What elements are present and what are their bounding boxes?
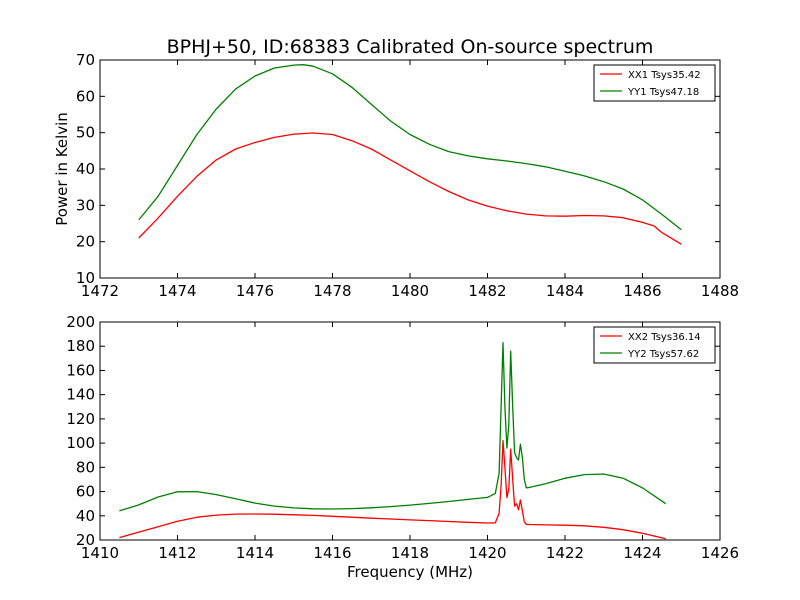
- top-legend-box: [593, 64, 716, 102]
- bottom-plot-ticks: 1410 1412 1414 1416 1418 1420 1422 1424 1426 20 40…: [66, 313, 739, 562]
- top-x-tick-label: 1480: [391, 282, 429, 300]
- figure-title: BPHJ+50, ID:68383 Calibrated On-source s…: [167, 36, 654, 58]
- top-x-tick-label: 1484: [546, 282, 584, 300]
- top-y-tick-label: 20: [76, 233, 95, 251]
- bottom-legend-label-yy2: YY2 Tsys57.62: [627, 349, 699, 360]
- bottom-y-tick-label: 20: [76, 531, 95, 549]
- top-x-tick-label: 1478: [313, 282, 351, 300]
- top-legend-label-yy1: YY1 Tsys47.18: [627, 87, 699, 98]
- top-x-tick-label: 1476: [236, 282, 274, 300]
- bottom-y-tick-label: 140: [66, 386, 95, 404]
- bottom-x-tick-label: 1410: [81, 544, 119, 562]
- top-plot-ticks: 1472 1474 1476 1478 1480 1482 1484 1486 1488 10 20…: [76, 51, 739, 300]
- bottom-x-tick-label: 1414: [236, 544, 274, 562]
- top-x-tick-label: 1482: [468, 282, 506, 300]
- bottom-plot-series: [119, 341, 667, 540]
- top-plot-series: [138, 64, 682, 245]
- top-legend-label-xx1: XX1 Tsys35.42: [628, 70, 701, 81]
- bottom-y-tick-label: 60: [76, 483, 95, 501]
- top-y-tick-label: 70: [76, 51, 95, 69]
- bottom-x-tick-label: 1416: [313, 544, 351, 562]
- top-series-line-1: [138, 132, 682, 245]
- bottom-x-tick-label: 1412: [158, 544, 196, 562]
- bottom-series-line-2: [119, 341, 667, 512]
- bottom-y-tick-label: 40: [76, 507, 95, 525]
- bottom-y-tick-label: 100: [66, 434, 95, 452]
- top-x-tick-label: 1488: [701, 282, 739, 300]
- bottom-y-tick-label: 120: [66, 410, 95, 428]
- bottom-plot: 1410 1412 1414 1416 1418 1420 1422 1424 1426 20 40…: [66, 313, 739, 562]
- top-x-tick-label: 1474: [158, 282, 196, 300]
- bottom-x-tick-label: 1418: [391, 544, 429, 562]
- top-x-tick-label: 1472: [81, 282, 119, 300]
- x-axis-label: Frequency (MHz): [347, 563, 473, 581]
- top-y-tick-label: 10: [76, 269, 95, 287]
- top-y-tick-label: 30: [76, 196, 95, 214]
- top-y-tick-label: 40: [76, 160, 95, 178]
- bottom-y-tick-label: 80: [76, 458, 95, 476]
- top-plot-legend: XX1 Tsys35.42 YY1 Tsys47.18: [593, 64, 716, 102]
- bottom-y-tick-label: 160: [66, 361, 95, 379]
- top-plot: 1472 1474 1476 1478 1480 1482 1484 1486 1488 10 20…: [76, 51, 739, 300]
- bottom-x-tick-label: 1424: [623, 544, 661, 562]
- bottom-y-tick-label: 200: [66, 313, 95, 331]
- bottom-plot-legend: XX2 Tsys36.14 YY2 Tsys57.62: [593, 326, 716, 364]
- bottom-x-tick-label: 1422: [546, 544, 584, 562]
- top-y-tick-label: 50: [76, 124, 95, 142]
- y-axis-label: Power in Kelvin: [53, 112, 71, 226]
- bottom-series-line-1: [119, 440, 666, 540]
- bottom-y-tick-label: 180: [66, 337, 95, 355]
- bottom-legend-box: [593, 326, 716, 364]
- top-y-tick-label: 60: [76, 87, 95, 105]
- top-series-line-2: [138, 64, 682, 231]
- bottom-x-tick-label: 1420: [468, 544, 506, 562]
- top-x-tick-label: 1486: [623, 282, 661, 300]
- bottom-legend-label-xx2: XX2 Tsys36.14: [628, 332, 701, 343]
- bottom-x-tick-label: 1426: [701, 544, 739, 562]
